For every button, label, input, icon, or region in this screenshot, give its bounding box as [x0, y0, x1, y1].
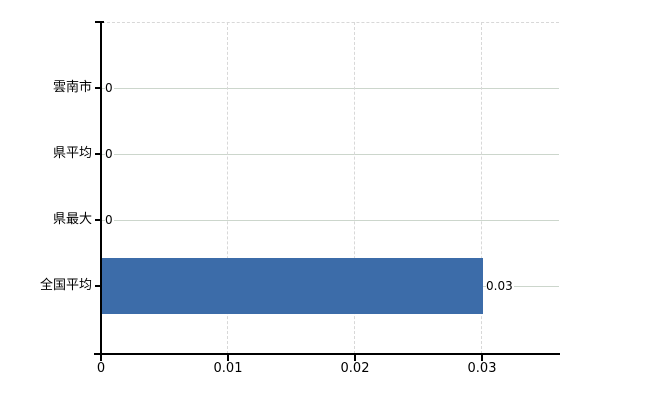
x-axis-tick [481, 355, 483, 361]
x-tick-label: 0.02 [340, 361, 370, 376]
vertical-gridline [481, 22, 482, 354]
x-axis-tick [227, 355, 229, 361]
bar-value-label: 0.03 [486, 278, 514, 294]
y-axis-line [100, 22, 102, 354]
x-tick-label: 0 [96, 361, 106, 376]
x-axis-tick [100, 355, 102, 361]
bar-value-label: 0 [105, 80, 114, 96]
horizontal-gridline [102, 220, 559, 221]
vertical-gridline [354, 22, 355, 354]
x-tick-label: 0.01 [213, 361, 243, 376]
category-tick [95, 219, 101, 221]
category-label: 雲南市 [52, 80, 92, 95]
horizontal-gridline [102, 154, 559, 155]
horizontal-gridline [102, 88, 559, 89]
category-label: 県平均 [52, 146, 92, 161]
category-label: 県最大 [52, 212, 92, 227]
bar-value-label: 0 [105, 212, 114, 228]
x-axis-tick [354, 355, 356, 361]
category-tick [95, 87, 101, 89]
vertical-gridline [227, 22, 228, 354]
bar [102, 258, 483, 314]
category-tick [95, 153, 101, 155]
y-axis-top-tick [95, 21, 104, 23]
category-tick [95, 285, 101, 287]
x-axis-line [94, 353, 560, 355]
bar-value-label: 0 [105, 146, 114, 162]
plot-top-border [102, 22, 559, 23]
x-tick-label: 0.03 [467, 361, 497, 376]
category-label: 全国平均 [39, 278, 92, 293]
